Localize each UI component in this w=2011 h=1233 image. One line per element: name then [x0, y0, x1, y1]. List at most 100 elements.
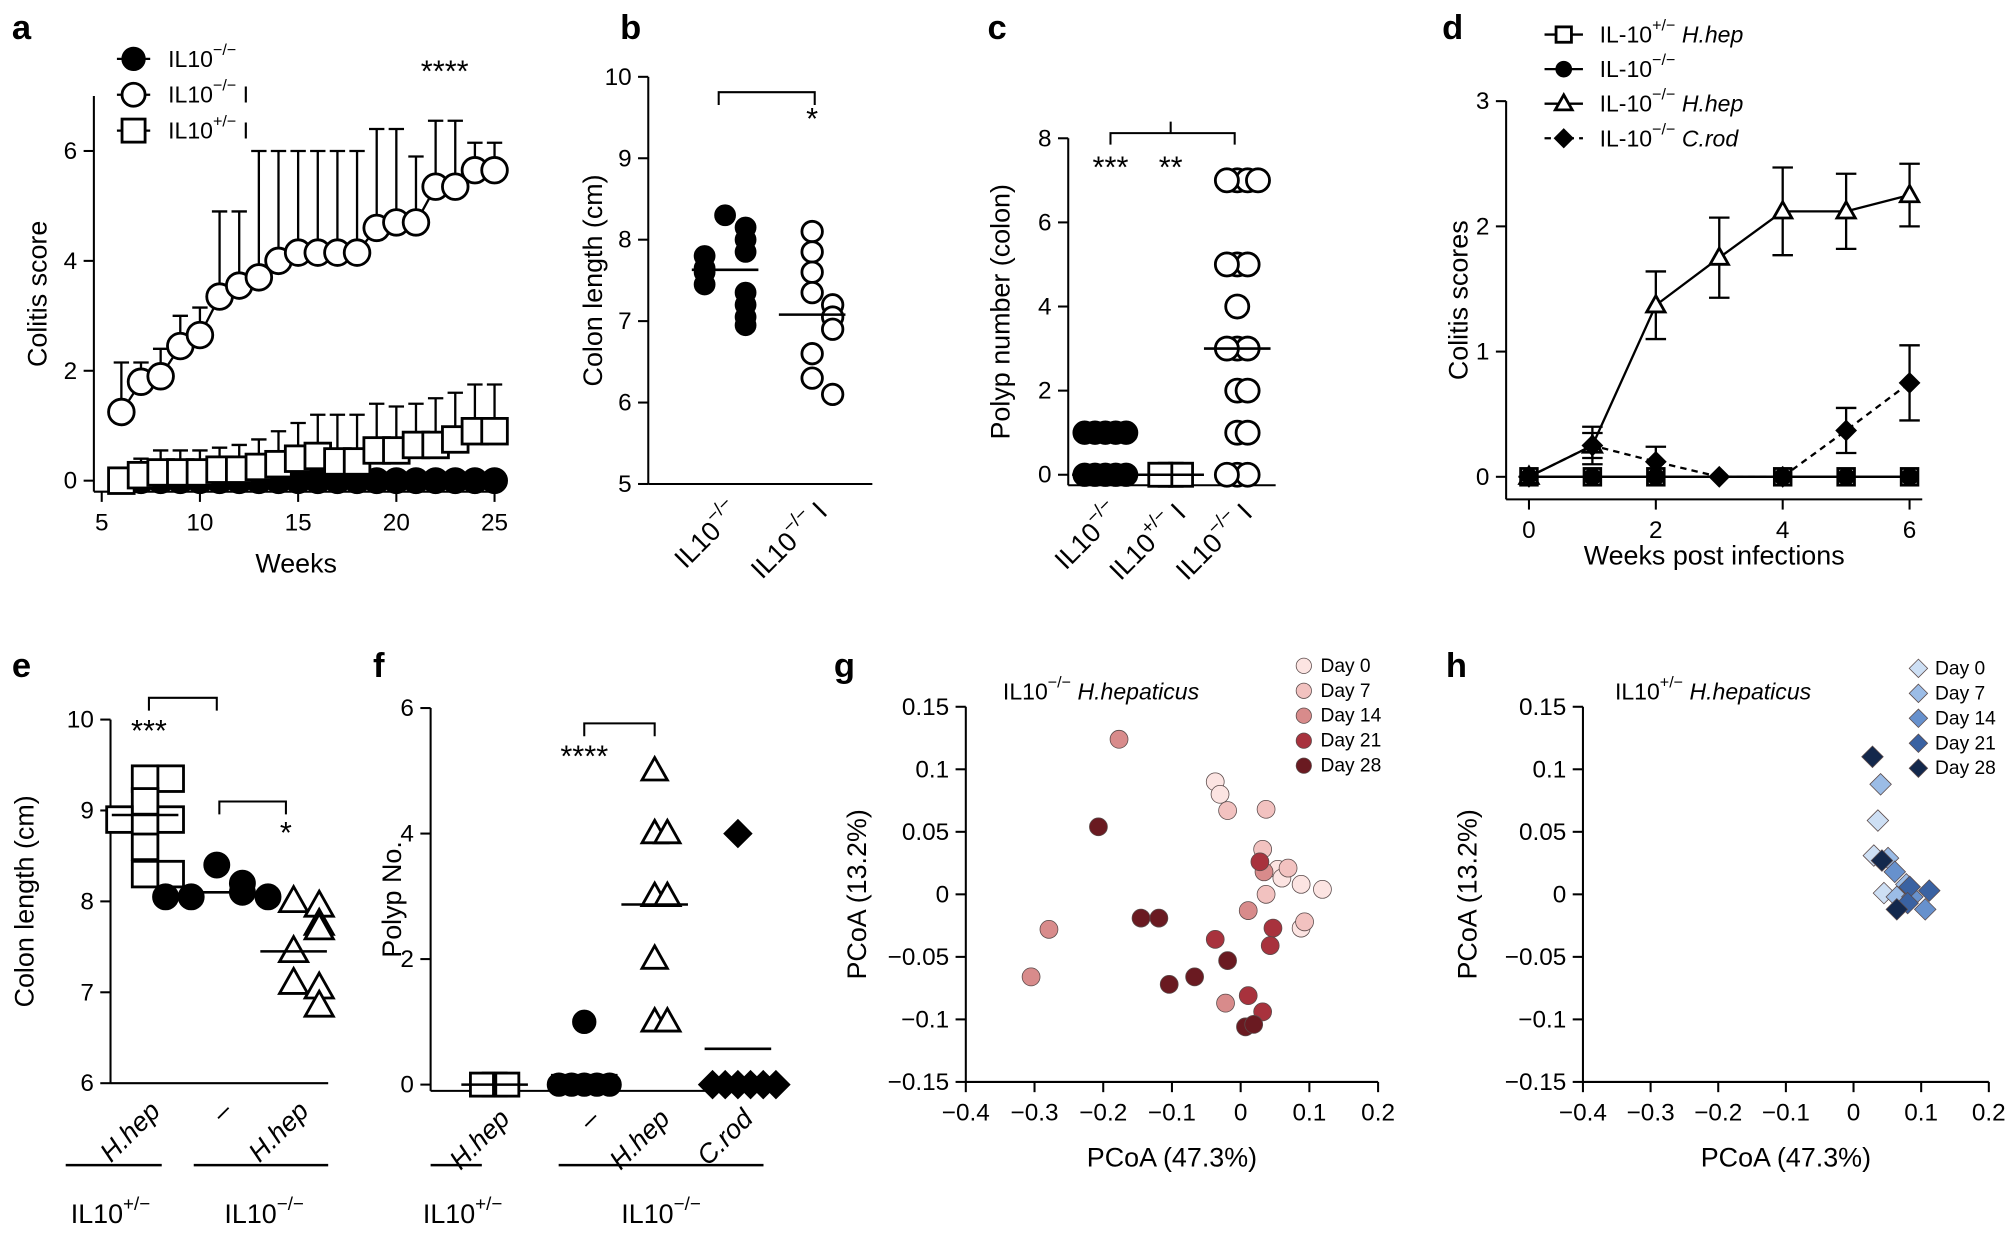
point: [1313, 879, 1332, 899]
marker: [1898, 371, 1921, 394]
text-part: *: [806, 100, 818, 135]
text-part: +/−: [213, 113, 236, 131]
text-part: 6: [1903, 517, 1917, 544]
point: [1039, 920, 1059, 939]
text-part: 0.1: [1904, 1099, 1938, 1126]
y-tick-label: 0: [400, 1071, 414, 1098]
marker: [1897, 182, 1922, 204]
legend-marker: [1295, 657, 1312, 674]
text-part: −0.15: [1505, 1068, 1567, 1095]
point: [1021, 967, 1041, 987]
marker: [1224, 293, 1251, 320]
legend-marker: [1555, 60, 1573, 78]
marker: [697, 1069, 728, 1100]
point: [1278, 858, 1298, 878]
legend-marker: [1553, 128, 1574, 149]
y-tick-label: 8: [618, 226, 632, 253]
x-tick-label: 0: [1234, 1099, 1248, 1126]
marker: [1213, 251, 1240, 278]
panel-letter: b: [620, 9, 641, 47]
y-tick-label: 7: [80, 979, 94, 1006]
y-tick-label: 6: [618, 389, 632, 416]
text-part: 6: [400, 695, 414, 722]
text-part: Day 7: [1320, 680, 1370, 701]
text-part: IL10: [423, 1199, 475, 1229]
marker: [130, 787, 160, 816]
legend-marker: [121, 46, 146, 72]
y-tick-label: 0.1: [1532, 756, 1566, 783]
marker: [1234, 419, 1261, 446]
text-part: 0.1: [915, 756, 949, 783]
y-tick-label: 2: [1038, 377, 1052, 404]
text-part: −/−: [213, 41, 236, 59]
text-part: I: [236, 82, 249, 108]
marker: [1708, 465, 1731, 488]
y-tick-label: 3: [1476, 88, 1490, 115]
legend-label: IL-10−/− C.rod: [1600, 120, 1740, 151]
text-part: IL10: [168, 118, 213, 144]
text-part: IL-10: [1600, 22, 1653, 48]
legend-label: IL10−/− I: [168, 77, 249, 108]
legend-marker: [120, 117, 147, 144]
text-part: Day 21: [1935, 733, 1996, 754]
text-part: 3: [1476, 88, 1490, 115]
marker: [277, 933, 311, 964]
y-axis-label: PCoA (13.2%): [842, 809, 872, 979]
y-tick-label: 0.15: [1519, 693, 1566, 720]
legend-label: Day 28: [1320, 755, 1381, 776]
y-tick-label: −0.1: [1518, 1006, 1566, 1033]
point: [1218, 951, 1237, 970]
y-axis-label: Colitis scores: [1444, 220, 1474, 380]
text-part: Day 7: [1935, 683, 1985, 704]
text-part: 4: [64, 247, 78, 274]
text-part: 10: [67, 706, 94, 733]
point: [1263, 918, 1283, 938]
text-part: −0.1: [1762, 1099, 1810, 1126]
point: [1256, 799, 1276, 819]
text-part: −0.4: [1559, 1099, 1607, 1126]
marker: [156, 764, 185, 793]
text-part: 2: [1038, 377, 1052, 404]
marker: [820, 382, 845, 407]
legend-label: Day 7: [1320, 680, 1370, 701]
y-axis-label: PCoA (13.2%): [1453, 809, 1483, 979]
y-tick-label: 7: [618, 308, 632, 335]
y-tick-label: 0: [1476, 463, 1490, 490]
marker: [1213, 461, 1240, 488]
marker: [639, 942, 670, 970]
text-part: 25: [481, 509, 508, 536]
text-part: 4: [1038, 293, 1052, 320]
point: [1913, 898, 1937, 921]
x-tick-label: −0.3: [1011, 1099, 1059, 1126]
text-part: 6: [64, 137, 78, 164]
error-bar: [388, 127, 405, 223]
text-part: Day 14: [1935, 708, 1996, 729]
text-part: IL10: [168, 82, 213, 108]
marker: [800, 240, 824, 264]
legend-label: Day 21: [1935, 733, 1996, 754]
marker: [1113, 420, 1139, 445]
text-part: 6: [618, 389, 632, 416]
panel-title: IL10+/− H.hepaticus: [1615, 673, 1812, 704]
text-part: IL10: [168, 46, 213, 72]
text-part: 7: [80, 979, 94, 1006]
bracket: [717, 91, 816, 105]
text-part: 1: [1476, 338, 1490, 365]
error-bar: [251, 149, 267, 278]
y-tick-label: 8: [1038, 125, 1052, 152]
x-tick-label: 5: [95, 509, 109, 536]
significance: *: [280, 815, 292, 850]
text-part: 0: [1234, 1099, 1248, 1126]
text-part: −/−: [1652, 120, 1675, 138]
marker: [156, 805, 185, 834]
x-tick-label: 0.1: [1904, 1099, 1938, 1126]
point: [1149, 908, 1169, 928]
text-part: +/−: [475, 1193, 502, 1214]
significance: ***: [131, 712, 167, 747]
legend-marker: [1908, 683, 1929, 704]
point: [1216, 993, 1235, 1013]
legend-label: Day 0: [1320, 655, 1370, 676]
text-part: 0.1: [1532, 756, 1566, 783]
marker: [130, 832, 160, 862]
bracket: [218, 800, 287, 815]
